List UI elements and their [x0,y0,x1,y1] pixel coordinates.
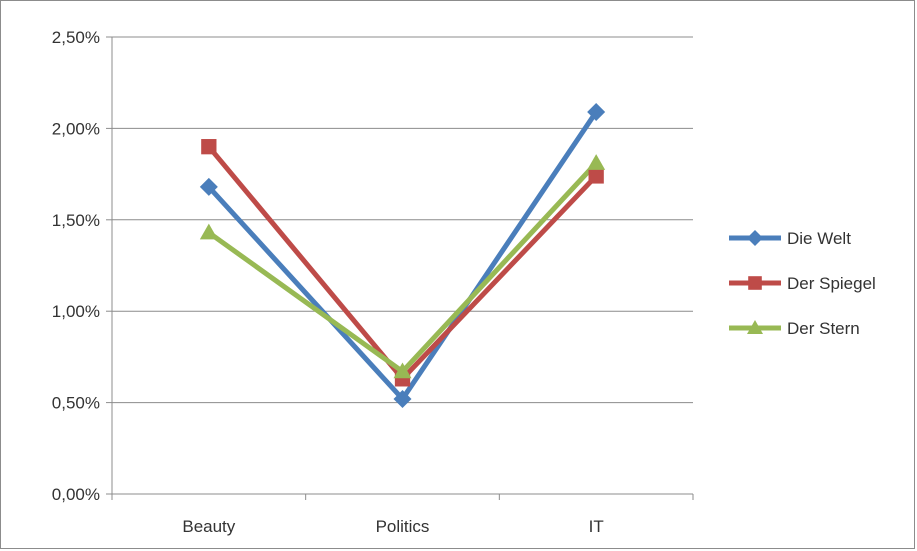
y-tick-label: 0,00% [52,485,100,504]
square-marker [588,168,604,184]
series-markers [199,102,606,408]
series-line-2 [206,144,599,382]
series-line-1 [206,109,599,402]
y-axis-tick-labels: 0,00% 0,50% 1,00% 1,50% 2,00% 2,50% [52,28,100,504]
axes [106,36,694,500]
legend-label: Der Spiegel [787,274,876,293]
x-tick-label: IT [589,517,604,536]
legend-entry: Der Spiegel [729,274,876,293]
diamond-marker [393,389,412,408]
legend-label: Die Welt [787,229,851,248]
triangle-marker [393,362,412,379]
triangle-marker [199,223,218,240]
legend: Die Welt Der Spiegel Der Stern [729,229,876,338]
square-marker [748,276,762,290]
diamond-marker [587,102,606,121]
triangle-marker [587,154,606,170]
gridlines [112,36,693,404]
square-marker [201,139,217,155]
triangle-marker [747,320,763,334]
diamond-marker [199,177,218,196]
x-tick-label: Politics [376,517,430,536]
y-tick-label: 1,50% [52,211,100,230]
legend-label: Der Stern [787,319,860,338]
series-lines [206,109,599,402]
y-tick-label: 2,50% [52,28,100,47]
legend-entry: Der Stern [729,319,860,338]
x-tick-label: Beauty [182,517,235,536]
x-axis-tick-labels: Beauty Politics IT [182,517,603,536]
diamond-marker [747,230,763,246]
y-tick-label: 2,00% [52,119,100,138]
y-tick-label: 0,50% [52,394,100,413]
legend-entry: Die Welt [729,229,851,248]
y-tick-label: 1,00% [52,302,100,321]
